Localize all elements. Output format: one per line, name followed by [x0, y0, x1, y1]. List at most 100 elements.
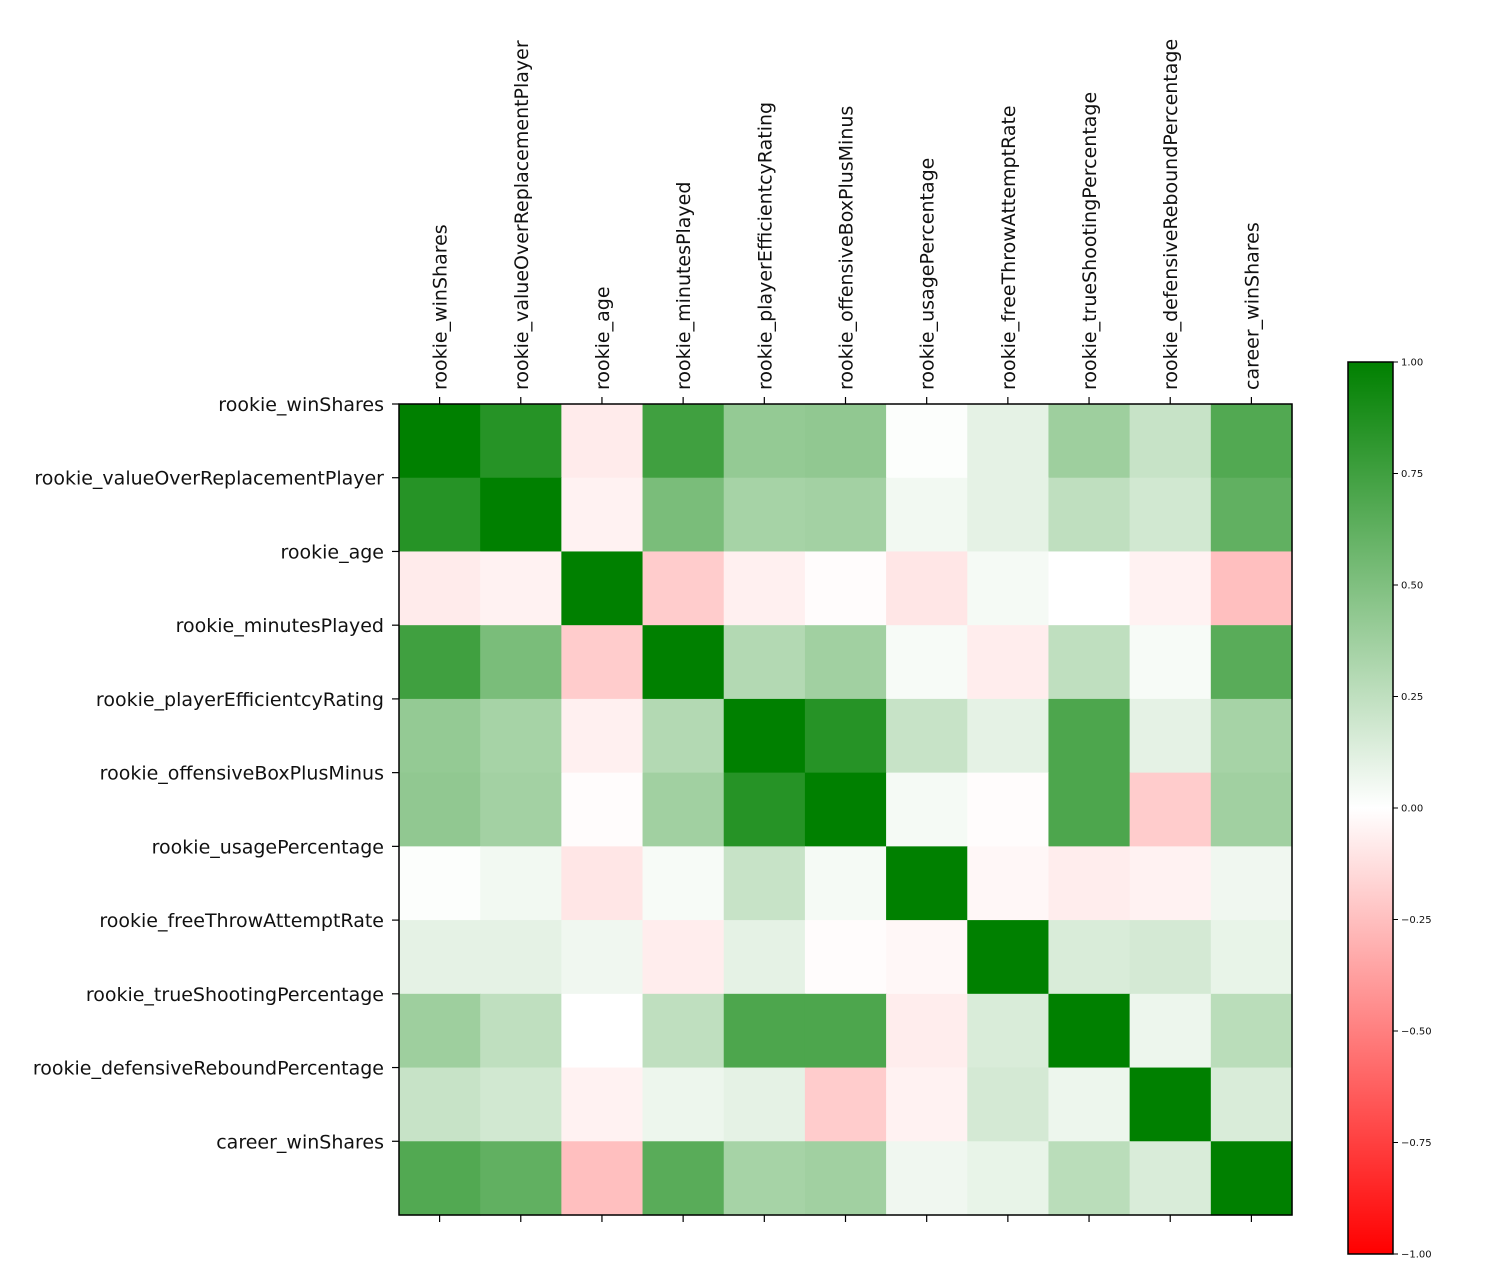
heatmap-cell-r7-c7 — [967, 920, 1050, 995]
heatmap-cell-r7-c6 — [886, 920, 968, 995]
heatmap-cell-r7-c0 — [399, 920, 481, 995]
y-tick-label-2: rookie_age — [280, 541, 384, 563]
heatmap-cell-r10-c8 — [1048, 1141, 1131, 1216]
heatmap-cell-r0-c5 — [804, 404, 887, 479]
heatmap-cell-r8-c5 — [804, 993, 887, 1069]
heatmap-cell-r2-c9 — [1129, 551, 1212, 626]
x-tick-label-10: career_winShares — [1241, 222, 1263, 390]
heatmap-cell-r9-c1 — [480, 1067, 562, 1142]
x-tick-label-4: rookie_playerEfficientcyRating — [754, 102, 776, 390]
heatmap-cell-r4-c10 — [1210, 698, 1293, 774]
y-axis-ticks: rookie_winShares rookie_valueOverReplacem… — [33, 394, 399, 1153]
heatmap-cell-r9-c5 — [804, 1067, 887, 1142]
heatmap-cell-r1-c7 — [967, 477, 1050, 553]
heatmap-cell-r8-c6 — [886, 993, 968, 1069]
y-tick-label-3: rookie_minutesPlayed — [176, 615, 384, 637]
heatmap-cell-r2-c4 — [723, 551, 806, 626]
heatmap-cell-r9-c4 — [723, 1067, 806, 1142]
y-tick-label-7: rookie_freeThrowAttemptRate — [99, 910, 384, 932]
colorbar-tick-label-7: −0.75 — [1401, 1138, 1432, 1149]
heatmap-cell-r0-c9 — [1129, 404, 1212, 479]
colorbar-tick-label-1: 0.75 — [1401, 469, 1423, 480]
x-axis-ticks: rookie_winShares rookie_valueOverReplacem… — [430, 39, 1263, 1222]
heatmap-cell-r2-c0 — [399, 551, 481, 626]
heatmap-cell-r6-c7 — [967, 846, 1050, 921]
heatmap-cell-r8-c0 — [399, 993, 481, 1069]
colorbar-tick-label-6: −0.50 — [1401, 1027, 1432, 1038]
heatmap-cell-r4-c3 — [642, 698, 725, 774]
heatmap-cell-r3-c9 — [1129, 625, 1212, 700]
heatmap-cell-r4-c9 — [1129, 698, 1212, 774]
heatmap-cell-r1-c6 — [886, 477, 968, 553]
heatmap-cell-r9-c10 — [1210, 1067, 1293, 1142]
heatmap-cells — [399, 404, 1293, 1216]
heatmap-cell-r3-c4 — [723, 625, 806, 700]
heatmap-cell-r7-c5 — [804, 920, 887, 995]
heatmap-cell-r6-c0 — [399, 846, 481, 921]
heatmap-cell-r2-c6 — [886, 551, 968, 626]
heatmap-cell-r3-c5 — [804, 625, 887, 700]
heatmap-cell-r1-c4 — [723, 477, 806, 553]
heatmap-cell-r8-c10 — [1210, 993, 1293, 1069]
heatmap-cell-r6-c6 — [886, 846, 968, 921]
heatmap-cell-r0-c2 — [561, 404, 644, 479]
heatmap-cell-r9-c0 — [399, 1067, 481, 1142]
heatmap-cell-r8-c1 — [480, 993, 562, 1069]
heatmap-cell-r3-c1 — [480, 625, 562, 700]
heatmap-cell-r0-c10 — [1210, 404, 1293, 479]
colorbar-tick-label-2: 0.50 — [1401, 581, 1423, 592]
heatmap-cell-r0-c6 — [886, 404, 968, 479]
heatmap-cell-r2-c5 — [804, 551, 887, 626]
heatmap-cell-r2-c1 — [480, 551, 562, 626]
colorbar-tick-label-8: −1.00 — [1401, 1250, 1432, 1261]
heatmap-cell-r5-c4 — [723, 772, 806, 847]
heatmap-cell-r3-c3 — [642, 625, 725, 700]
heatmap-cell-r4-c2 — [561, 698, 644, 774]
heatmap-cell-r8-c4 — [723, 993, 806, 1069]
heatmap-cell-r6-c3 — [642, 846, 725, 921]
heatmap-cell-r1-c1 — [480, 477, 562, 553]
y-tick-label-6: rookie_usagePercentage — [152, 836, 384, 858]
heatmap-cell-r3-c8 — [1048, 625, 1131, 700]
heatmap-cell-r4-c6 — [886, 698, 968, 774]
heatmap-cell-r9-c7 — [967, 1067, 1050, 1142]
heatmap-cell-r9-c2 — [561, 1067, 644, 1142]
heatmap-cell-r1-c2 — [561, 477, 644, 553]
heatmap-cell-r5-c6 — [886, 772, 968, 847]
heatmap-cell-r5-c3 — [642, 772, 725, 847]
heatmap-cell-r6-c2 — [561, 846, 644, 921]
heatmap-cell-r2-c2 — [561, 551, 644, 626]
heatmap-cell-r4-c0 — [399, 698, 481, 774]
colorbar-tick-label-0: 1.00 — [1401, 358, 1423, 369]
colorbar-ticks: 1.00 0.75 0.50 0.25 0.00 −0.25 −0.50 −0.75 −1.00 — [1393, 358, 1432, 1261]
heatmap-cell-r6-c5 — [804, 846, 887, 921]
heatmap-cell-r9-c6 — [886, 1067, 968, 1142]
heatmap-cell-r10-c1 — [480, 1141, 562, 1216]
heatmap-cell-r2-c8 — [1048, 551, 1131, 626]
heatmap-cell-r2-c3 — [642, 551, 725, 626]
heatmap-cell-r7-c8 — [1048, 920, 1131, 995]
heatmap-cell-r5-c10 — [1210, 772, 1293, 847]
heatmap-cell-r10-c3 — [642, 1141, 725, 1216]
heatmap-cell-r4-c4 — [723, 698, 806, 774]
x-tick-label-6: rookie_usagePercentage — [917, 158, 939, 390]
colorbar — [1347, 361, 1394, 1255]
heatmap-cell-r8-c8 — [1048, 993, 1131, 1069]
heatmap-cell-r2-c7 — [967, 551, 1050, 626]
heatmap-cell-r1-c0 — [399, 477, 481, 553]
heatmap-cell-r0-c3 — [642, 404, 725, 479]
heatmap-cell-r7-c1 — [480, 920, 562, 995]
heatmap-cell-r4-c8 — [1048, 698, 1131, 774]
heatmap-cell-r9-c3 — [642, 1067, 725, 1142]
heatmap-cell-r4-c5 — [804, 698, 887, 774]
x-tick-label-3: rookie_minutesPlayed — [673, 182, 695, 390]
heatmap-cell-r7-c10 — [1210, 920, 1293, 995]
heatmap-cell-r3-c7 — [967, 625, 1050, 700]
heatmap-cell-r6-c8 — [1048, 846, 1131, 921]
heatmap-cell-r7-c9 — [1129, 920, 1212, 995]
heatmap-cell-r7-c2 — [561, 920, 644, 995]
x-tick-label-2: rookie_age — [592, 286, 614, 390]
heatmap-cell-r10-c9 — [1129, 1141, 1212, 1216]
x-tick-label-0: rookie_winShares — [430, 224, 452, 390]
heatmap-cell-r5-c1 — [480, 772, 562, 847]
